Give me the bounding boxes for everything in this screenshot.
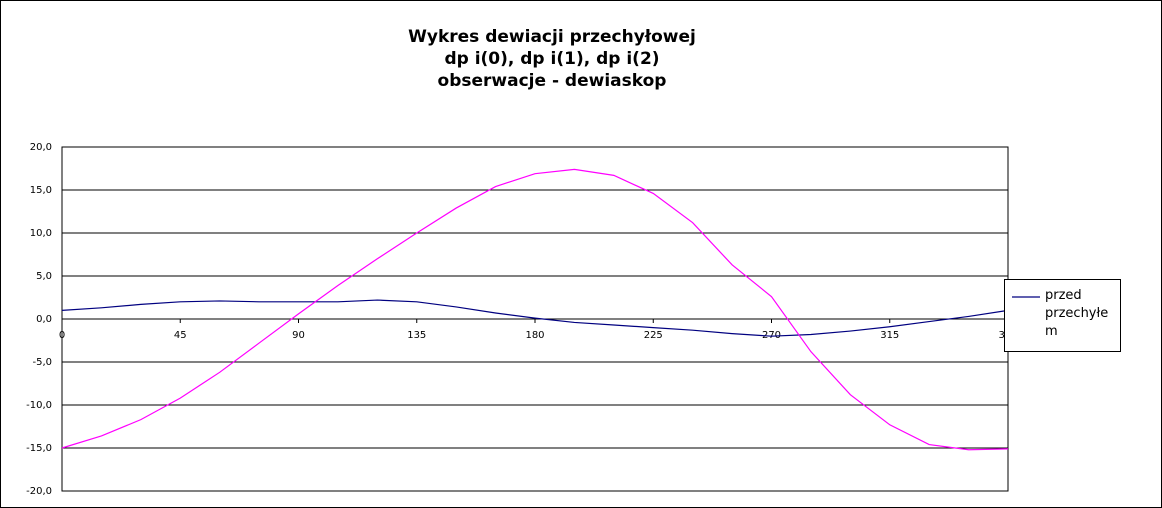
x-tick-label: 45 <box>174 330 187 341</box>
y-tick-label: 15,0 <box>30 185 52 196</box>
x-tick-label: 225 <box>644 330 663 341</box>
legend-label-box: przed przechyłem <box>1045 288 1109 339</box>
x-tick-label: 135 <box>407 330 426 341</box>
y-tick-label: 5,0 <box>36 271 52 282</box>
x-tick-label: 0 <box>59 330 65 341</box>
y-tick-label: 20,0 <box>30 142 52 153</box>
y-tick-label: -10,0 <box>26 400 52 411</box>
y-tick-label: -20,0 <box>26 486 52 497</box>
legend-label: przed przechyłem <box>1045 288 1109 339</box>
chart-title: obserwacje - dewiaskop <box>438 71 667 91</box>
x-tick-label: 315 <box>880 330 899 341</box>
series-line <box>61 168 1009 451</box>
y-tick-label: 0,0 <box>36 314 52 325</box>
x-tick-label: 180 <box>525 330 544 341</box>
legend: przed przechyłem <box>1004 279 1121 352</box>
y-tick-label: -15,0 <box>26 443 52 454</box>
chart-title: Wykres dewiacji przechyłowej <box>408 27 696 47</box>
chart-title: dp i(0), dp i(1), dp i(2) <box>444 49 659 69</box>
series-line <box>61 299 1009 337</box>
x-tick-label: 90 <box>292 330 305 341</box>
y-tick-label: -5,0 <box>32 357 52 368</box>
x-tick-label: 270 <box>762 330 781 341</box>
y-tick-label: 10,0 <box>30 228 52 239</box>
legend-box <box>1004 279 1121 352</box>
